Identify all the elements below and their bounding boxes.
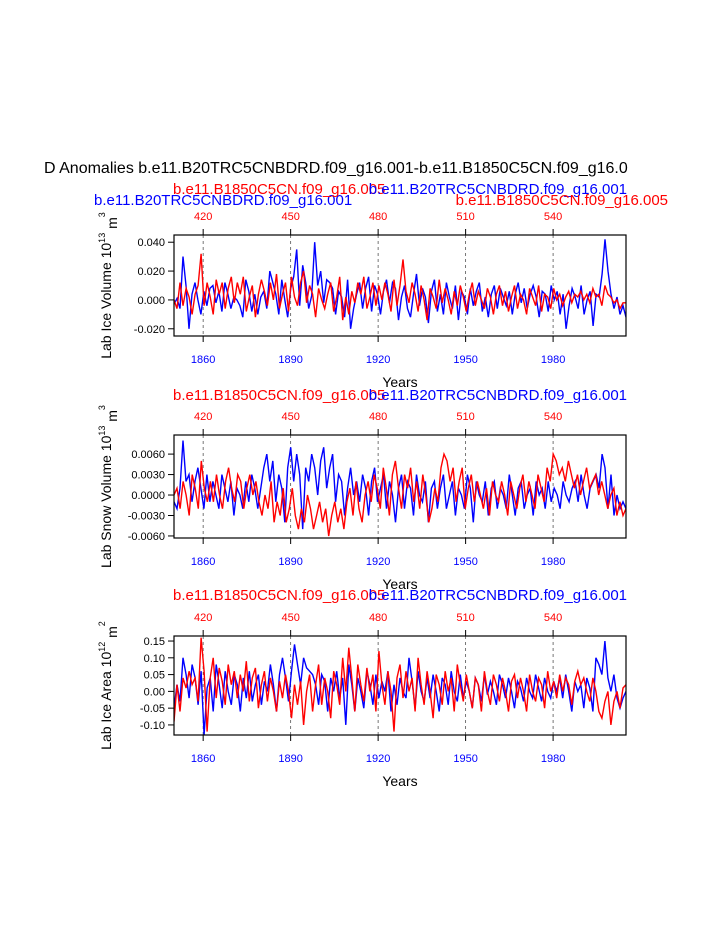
y-tick-label: 0.10 — [144, 653, 165, 665]
y-tick-label: -0.05 — [140, 703, 165, 715]
y-tick-label: 0.000 — [137, 295, 165, 307]
x-top-tick-label: 420 — [194, 211, 212, 223]
x-tick-label: 1890 — [278, 753, 302, 765]
x-tick-label: 1860 — [191, 753, 215, 765]
y-tick-label: 0.0060 — [131, 449, 165, 461]
x-top-tick-label: 510 — [456, 211, 474, 223]
series-line-b1850 — [174, 253, 626, 321]
plot-frame — [173, 234, 627, 337]
y-tick-label: 0.020 — [137, 266, 165, 278]
case-label: b.e11.B20TRC5CNBDRD.f09_g16.001 — [94, 192, 352, 209]
y-tick-label: -0.10 — [140, 720, 165, 732]
x-top-tick-label: 480 — [369, 211, 387, 223]
x-top-tick-label: 450 — [281, 411, 299, 423]
x-top-tick-label: 480 — [369, 411, 387, 423]
case-label: b.e11.B1850C5CN.f09_g16.005 — [173, 587, 385, 604]
case-label: b.e11.B20TRC5CNBDRD.f09_g16.001 — [369, 587, 627, 604]
x-tick-label: 1950 — [453, 556, 477, 568]
x-top-tick-label: 450 — [281, 211, 299, 223]
chart-panel-ice-area: -0.10 -0.05 0.00 0.05 0.10 0.15 1860 1890 1920 19… — [97, 587, 627, 789]
x-top-tick-label: 450 — [281, 612, 299, 624]
x-tick-label: 1980 — [541, 753, 565, 765]
y-tick-label: 0.15 — [144, 636, 165, 648]
y-tick-label: -0.020 — [134, 324, 165, 336]
x-top-tick-label: 420 — [194, 411, 212, 423]
x-top-tick-label: 510 — [456, 612, 474, 624]
y-axis-label: Lab Ice Volume 1013 m3 — [97, 212, 120, 359]
y-tick-label: 0.00 — [144, 686, 165, 698]
x-tick-label: 1860 — [191, 556, 215, 568]
series-line-b20trc — [174, 640, 626, 735]
y-tick-label: 0.040 — [137, 237, 165, 249]
case-label: b.e11.B1850C5CN.f09_g16.005 — [173, 181, 385, 198]
x-axis-label: Years — [382, 773, 417, 789]
y-tick-label: 0.0000 — [131, 490, 165, 502]
chart-panel-ice-volume: -0.020 0.000 0.020 0.040 1860 1890 1920 1950 198… — [94, 181, 668, 390]
case-label: b.e11.B20TRC5CNBDRD.f09_g16.001 — [369, 387, 627, 404]
case-label: b.e11.B20TRC5CNBDRD.f09_g16.001 — [369, 181, 627, 198]
case-label: b.e11.B1850C5CN.f09_g16.005 — [173, 387, 385, 404]
x-tick-label: 1980 — [541, 556, 565, 568]
series-line-b1850 — [174, 637, 626, 732]
series-line-b1850 — [174, 451, 626, 537]
x-axis-label: Years — [382, 576, 417, 592]
case-label: b.e11.B1850C5CN.f09_g16.005 — [456, 192, 668, 209]
plot-frame — [173, 635, 627, 736]
x-axis-label: Years — [382, 374, 417, 390]
x-top-tick-label: 510 — [456, 411, 474, 423]
y-tick-label: 0.05 — [144, 670, 165, 682]
panels-group: -0.020 0.000 0.020 0.040 1860 1890 1920 1950 198… — [94, 181, 668, 789]
y-tick-label: -0.0030 — [128, 510, 165, 522]
y-axis-label: Lab Snow Volume 1013 m3 — [97, 405, 120, 568]
x-top-tick-label: 540 — [544, 411, 562, 423]
x-tick-label: 1890 — [278, 556, 302, 568]
chart-panel-snow-volume: -0.0060 -0.0030 0.0000 0.0030 0.0060 1860 1890… — [97, 387, 627, 592]
y-tick-label: 0.0030 — [131, 470, 165, 482]
x-tick-label: 1920 — [366, 556, 390, 568]
x-tick-label: 1950 — [453, 753, 477, 765]
x-top-tick-label: 540 — [544, 612, 562, 624]
x-top-tick-label: 420 — [194, 612, 212, 624]
x-tick-label: 1920 — [366, 354, 390, 366]
x-top-tick-label: 480 — [369, 612, 387, 624]
x-tick-label: 1920 — [366, 753, 390, 765]
plot-frame — [173, 434, 627, 539]
x-tick-label: 1890 — [278, 354, 302, 366]
x-tick-label: 1980 — [541, 354, 565, 366]
y-tick-label: -0.0060 — [128, 531, 165, 543]
figure-title: D Anomalies b.e11.B20TRC5CNBDRD.f09_g16.… — [44, 160, 628, 177]
y-axis-label: Lab Ice Area 1012 m2 — [97, 621, 120, 750]
series-line-b20trc — [174, 440, 626, 530]
x-tick-label: 1950 — [453, 354, 477, 366]
x-top-tick-label: 540 — [544, 211, 562, 223]
x-tick-label: 1860 — [191, 354, 215, 366]
